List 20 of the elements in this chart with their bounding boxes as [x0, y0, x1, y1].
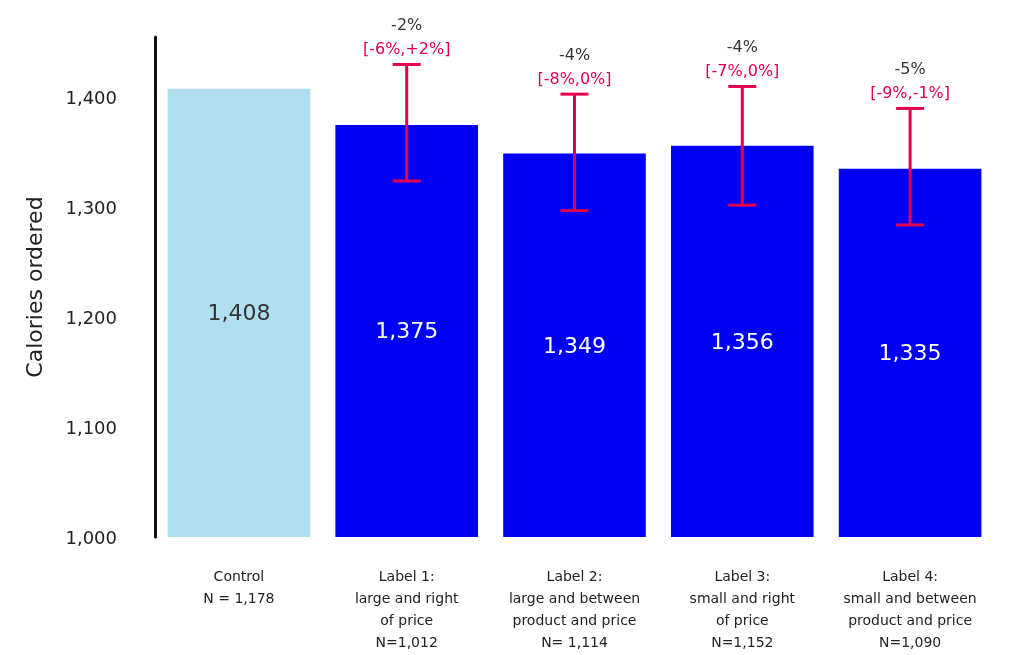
x-tick-label: Label 3: small and right of price N=1,152 — [689, 568, 796, 650]
x-tick-label: Label 4: small and between product and price N=1,090 — [843, 568, 977, 650]
annotation: -2% [-6%,+2%] — [362, 14, 451, 58]
annotation: -5% [-9%,-1%] — [870, 58, 951, 102]
y-tick-label: 1,000 — [65, 526, 117, 548]
y-axis-title: Calories ordered — [21, 196, 47, 378]
data-label: 1,375 — [375, 318, 439, 344]
data-label: 1,349 — [543, 332, 606, 358]
data-label: 1,356 — [710, 328, 774, 354]
y-tick-label: 1,400 — [65, 86, 117, 108]
y-tick-label: 1,300 — [65, 196, 117, 218]
x-tick-label: Control N = 1,178 — [203, 568, 275, 606]
x-tick-label: Label 2: large and between product and price N= 1,114 — [508, 568, 641, 650]
y-tick-label: 1,200 — [65, 306, 117, 328]
x-tick-label: Label 1: large and right of price N=1,012 — [354, 568, 460, 650]
annotation: -4% [-7%,0%] — [705, 36, 780, 80]
data-label: 1,408 — [207, 300, 271, 326]
y-tick-label: 1,100 — [65, 416, 117, 438]
data-label: 1,335 — [878, 340, 942, 366]
annotation: -4% [-8%,0%] — [537, 44, 612, 88]
